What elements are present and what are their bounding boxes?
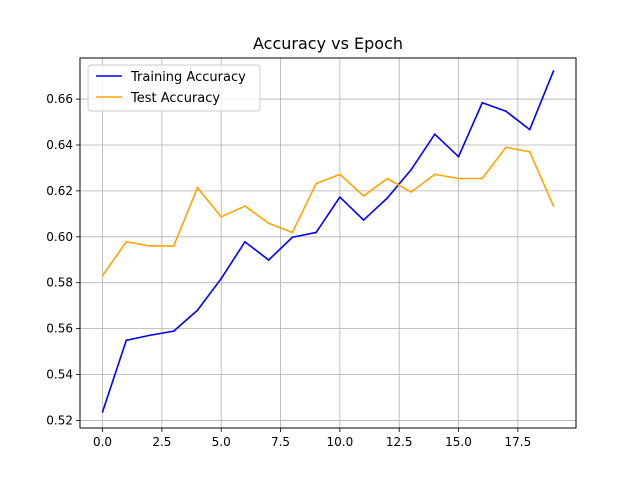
data-point (101, 274, 104, 277)
data-point (267, 222, 270, 225)
x-tick-label: 0.0 (93, 435, 112, 449)
data-point (196, 186, 199, 189)
x-tick-label: 17.5 (504, 435, 531, 449)
chart-title: Accuracy vs Epoch (253, 34, 403, 53)
data-point (196, 309, 199, 312)
data-point (386, 177, 389, 180)
data-point (101, 411, 104, 413)
legend-box (87, 64, 261, 112)
legend: Training Accuracy Test Accuracy (87, 64, 261, 112)
data-point (315, 231, 318, 234)
x-tick-label: 2.5 (152, 435, 171, 449)
data-point (291, 231, 294, 234)
y-tick-label: 0.54 (46, 368, 73, 382)
series-line-1 (101, 146, 555, 277)
data-point (362, 195, 365, 197)
series-line-0 (101, 70, 555, 413)
y-tick-label: 0.52 (46, 413, 73, 427)
data-point (244, 240, 246, 243)
data-point (244, 205, 246, 207)
x-tick-label: 12.5 (386, 435, 413, 449)
data-point (552, 70, 555, 72)
data-point (220, 215, 223, 218)
data-point (505, 146, 507, 149)
data-point (528, 150, 531, 153)
x-tick-label: 7.5 (271, 435, 290, 449)
data-point (220, 277, 223, 280)
data-point (457, 177, 460, 180)
y-tick-label: 0.58 (46, 276, 73, 290)
data-point (125, 339, 128, 342)
data-point (315, 182, 318, 185)
y-axis: 0.52 0.54 0.56 0.58 0.60 0.62 0.64 0.66 (46, 92, 80, 427)
data-point (481, 177, 484, 180)
legend-label-test: Test Accuracy (130, 91, 220, 106)
series-lines (101, 70, 555, 413)
plot-frame (79, 57, 577, 429)
data-point (267, 259, 270, 261)
data-point (410, 168, 412, 171)
legend-label-training: Training Accuracy (130, 70, 246, 85)
y-tick-label: 0.62 (46, 184, 73, 198)
x-axis: 0.0 2.5 5.0 7.5 10.0 12.5 15.0 17.5 (93, 428, 531, 449)
data-point (433, 133, 436, 136)
x-tick-label: 15.0 (445, 435, 472, 449)
y-tick-label: 0.60 (46, 230, 73, 244)
data-point (505, 110, 507, 113)
data-point (338, 196, 341, 198)
data-point (433, 173, 436, 176)
data-point (338, 173, 341, 176)
data-point (125, 240, 128, 243)
data-point (149, 334, 151, 337)
data-point (362, 219, 365, 221)
data-point (552, 205, 555, 207)
x-tick-label: 5.0 (212, 435, 231, 449)
data-point (172, 245, 175, 247)
data-point (149, 245, 151, 247)
y-tick-label: 0.56 (46, 322, 73, 336)
data-point (528, 128, 531, 131)
data-point (481, 101, 484, 104)
data-point (386, 197, 389, 199)
y-tick-label: 0.64 (46, 138, 73, 152)
data-point (457, 155, 460, 158)
data-point (172, 330, 175, 333)
x-tick-label: 10.0 (327, 435, 354, 449)
y-tick-label: 0.66 (46, 92, 73, 106)
data-point (410, 191, 412, 193)
data-point (291, 236, 294, 239)
